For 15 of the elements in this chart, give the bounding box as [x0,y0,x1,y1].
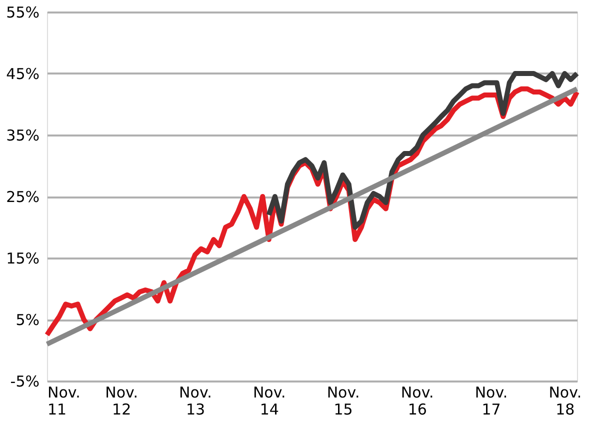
y-tick-label: 5% [16,311,40,329]
y-tick-label: 15% [6,250,40,268]
y-tick-label: 55% [6,4,40,22]
y-tick-label: 35% [6,126,40,144]
y-tick-label: 45% [6,65,40,83]
x-tick-label: Nov. 11 [48,384,80,418]
x-tick-label: Nov. 15 [326,384,360,418]
x-tick-label: Nov. 12 [105,384,138,418]
x-tick-label: Nov. 18 [548,384,582,418]
x-tick-label: Nov. 17 [474,384,508,418]
x-tick-label: Nov. 14 [252,384,286,418]
y-tick-label: 25% [6,188,40,206]
y-tick-label: -5% [10,372,40,390]
x-tick-label: Nov. 13 [179,384,212,418]
x-tick-label: Nov. 16 [400,384,434,418]
